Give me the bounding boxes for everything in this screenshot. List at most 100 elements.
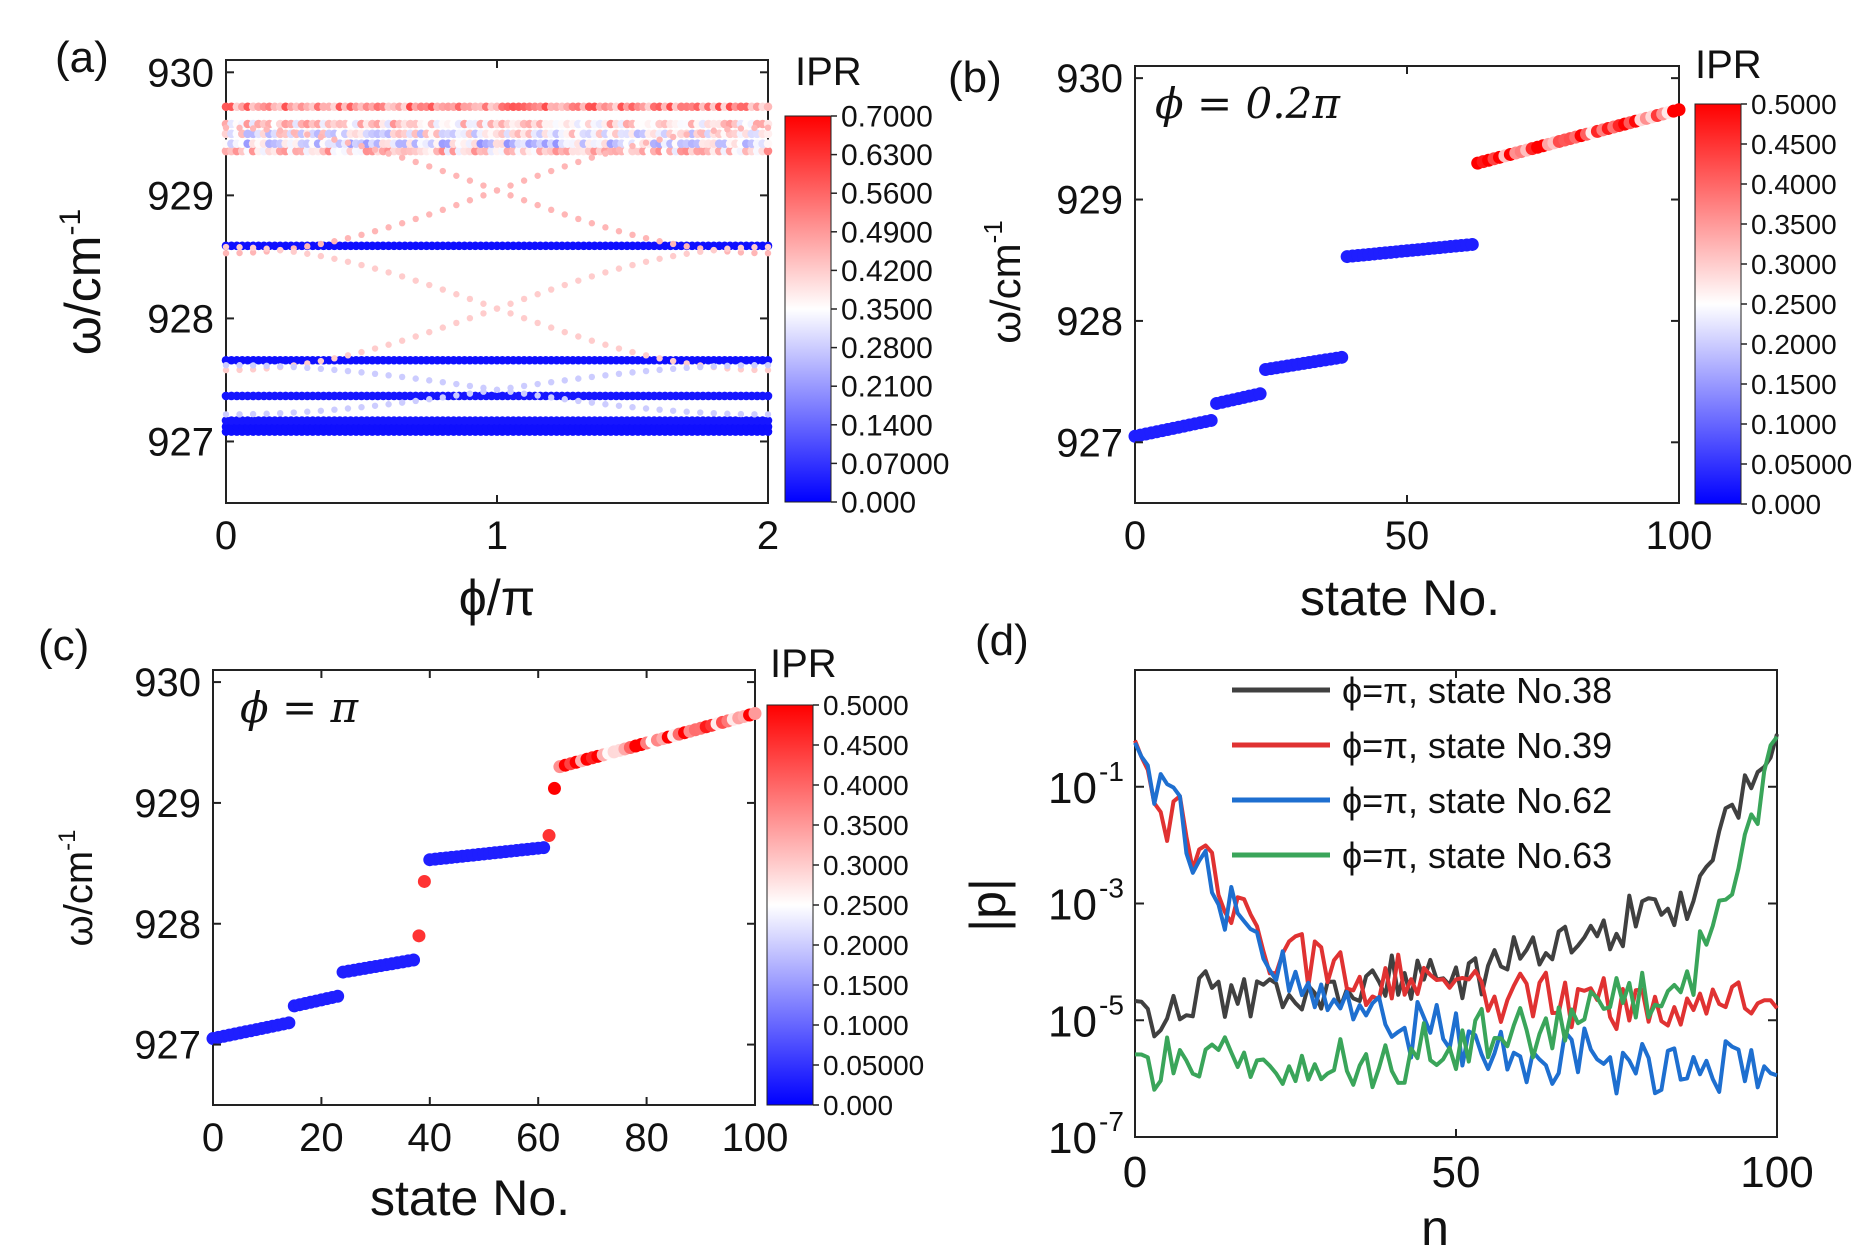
panel-2-ytick-label: 927 [134, 1024, 201, 1068]
edge-state-point [764, 366, 772, 374]
edge-state-point [331, 255, 338, 262]
panel-b-colorbar: 0.5000 0.4500 0.4000 0.3500 0.3000 0.2500 0.20… [1694, 89, 1852, 520]
edge-state-point [439, 394, 446, 401]
panel-2-xtick-label: 80 [624, 1116, 669, 1160]
panel-a-colorbar-bar [784, 115, 832, 503]
panel-1-colorbar-tick-label: 0.2500 [1751, 289, 1837, 320]
panel-2-xtick-label: 0 [202, 1116, 224, 1160]
edge-state-point [751, 244, 758, 251]
legend-label-3: ϕ=π, state No.62 [1342, 780, 1612, 821]
panel-c-frame [212, 669, 756, 1106]
panel-d-ytick-exp: -3 [1099, 873, 1124, 904]
panel-b-ticks: 927 928 929 930 0 50 100 [1056, 57, 1712, 558]
edge-state-point [724, 245, 731, 252]
state-point [1672, 103, 1686, 117]
edge-state-point [398, 273, 406, 280]
edge-state-point [222, 361, 230, 369]
panel-b-ylabel-sup: -1 [978, 220, 1008, 243]
edge-state-point [412, 215, 419, 223]
series-line-3 [1133, 741, 1778, 1096]
panel-1-xtick-label: 100 [1646, 514, 1713, 558]
panel-a-ylabel-sup: -1 [54, 209, 87, 236]
panel-1-ytick-label: 928 [1056, 300, 1123, 344]
isolated-state-point [417, 874, 431, 888]
edge-state-point [317, 240, 325, 248]
edge-state-point [249, 362, 257, 369]
edge-state-point [764, 361, 772, 369]
edge-state-point [683, 364, 690, 372]
edge-state-point [317, 407, 325, 414]
edge-state-point [710, 127, 717, 134]
panel-d-ytick-label: 10 [1048, 1114, 1097, 1163]
edge-state-point [263, 362, 270, 370]
edge-state-point [520, 295, 528, 303]
edge-state-point [656, 136, 663, 143]
edge-state-point [317, 252, 325, 260]
edge-state-point [507, 182, 514, 189]
edge-state-point [385, 150, 392, 157]
panel-a-colorbar-tick-label: 0.000 [841, 487, 916, 520]
edge-state-point [453, 392, 460, 399]
edge-state-point [358, 369, 365, 376]
state-point [1253, 387, 1267, 401]
edge-state-point [602, 341, 609, 348]
edge-state-point [317, 133, 325, 141]
edge-state-point [642, 234, 650, 242]
panel-2-colorbar-tick-label: 0.000 [823, 1090, 893, 1121]
edge-state-point [669, 365, 677, 373]
edge-state-point [507, 310, 514, 317]
edge-state-point [412, 333, 419, 340]
edge-state-point [453, 319, 460, 327]
panel-a-xtick-label: 0 [215, 514, 237, 558]
panel-d-lines [1133, 733, 1779, 1096]
panel-label-b: (b) [948, 53, 1002, 102]
band-point [763, 146, 773, 156]
edge-state-point [344, 367, 352, 375]
panel-1-colorbar-tick-label: 0.3000 [1751, 249, 1837, 280]
edge-state-point [426, 377, 433, 384]
edge-state-point [466, 177, 474, 184]
edge-state-point [683, 408, 690, 415]
edge-state-point [426, 396, 433, 403]
panel-a-colorbar-tick-label: 0.6300 [841, 139, 933, 172]
edge-state-point [236, 244, 243, 251]
band-point [763, 422, 773, 432]
edge-state-point [588, 399, 596, 406]
edge-state-point [304, 364, 311, 372]
panel-label-a: (a) [55, 33, 109, 82]
edge-state-point [466, 295, 474, 303]
panel-2-colorbar-tick-label: 0.4500 [823, 730, 909, 761]
panel-a-ytick-label: 930 [147, 51, 214, 95]
panel-c-annotation: ϕ = π [240, 683, 360, 732]
edge-state-point [561, 281, 568, 289]
band-point [763, 102, 773, 112]
edge-state-point [656, 255, 663, 262]
edge-state-point [737, 244, 745, 252]
edge-state-point [317, 365, 325, 373]
panel-a-xlabel: ϕ/π [459, 570, 535, 626]
panel-2-xtick-label: 40 [408, 1116, 453, 1160]
edge-state-point [642, 405, 650, 412]
edge-state-point [656, 406, 663, 413]
edge-state-point [344, 352, 352, 359]
edge-state-point [249, 410, 257, 418]
edge-state-point [398, 373, 406, 381]
panel-1-colorbar-bar [1694, 103, 1742, 505]
edge-state-point [439, 378, 446, 386]
edge-state-point [480, 388, 487, 395]
edge-state-point [669, 357, 677, 365]
edge-state-point [737, 125, 745, 132]
edge-state-point [304, 250, 311, 257]
edge-state-point [344, 405, 352, 412]
edge-state-point [534, 291, 541, 298]
edge-state-point [412, 277, 419, 284]
edge-state-point [615, 265, 623, 272]
panel-d-ytick-label: 10 [1048, 764, 1097, 813]
panel-2-colorbar-tick-label: 0.4000 [823, 770, 909, 801]
band-point [763, 355, 773, 365]
edge-state-point [751, 124, 758, 132]
edge-state-point [534, 392, 541, 399]
edge-state-point [426, 281, 433, 289]
panel-a-ylabel-main: ω/cm [55, 236, 111, 356]
